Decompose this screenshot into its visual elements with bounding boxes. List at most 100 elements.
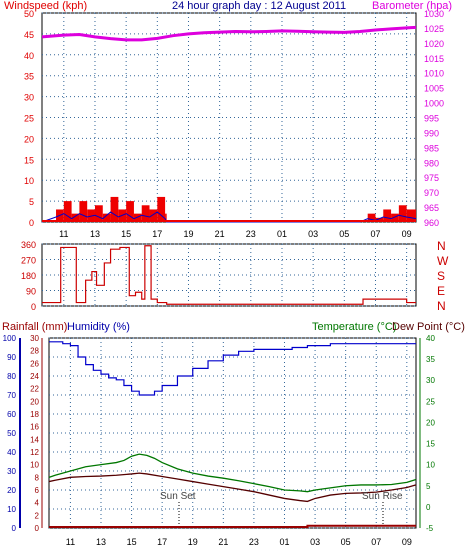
hour-tick: 09 bbox=[402, 537, 412, 547]
windspeed-bar bbox=[398, 205, 407, 222]
barometer-tick: 995 bbox=[424, 114, 439, 124]
rainfall-tick: 8 bbox=[35, 473, 40, 482]
rainfall-tick: 24 bbox=[30, 372, 39, 381]
hour-tick: 01 bbox=[277, 229, 287, 239]
barometer-tick: 980 bbox=[424, 158, 439, 168]
windspeed-bar bbox=[102, 213, 111, 222]
humidity-tick: 50 bbox=[7, 429, 16, 438]
top-plot-frame bbox=[41, 12, 417, 223]
barometer-tick: 985 bbox=[424, 143, 439, 153]
rainfall-tick: 18 bbox=[30, 410, 39, 419]
barometer-tick: 1000 bbox=[424, 99, 444, 109]
rainfall-tick: 30 bbox=[30, 334, 39, 343]
rainfall-tick: 22 bbox=[30, 385, 39, 394]
windspeed-tick: 10 bbox=[24, 176, 34, 186]
compass-letter: S bbox=[437, 269, 445, 283]
hour-tick: 03 bbox=[308, 229, 318, 239]
temperature-tick: 5 bbox=[426, 482, 431, 491]
temperature-tick: 0 bbox=[426, 503, 431, 512]
hour-tick: 23 bbox=[249, 537, 259, 547]
average-wind-line bbox=[41, 211, 417, 223]
temperature-tick: 15 bbox=[426, 440, 435, 449]
windspeed-bar bbox=[383, 209, 392, 222]
windspeed-tick: 30 bbox=[24, 93, 34, 103]
bottom-series bbox=[48, 341, 417, 528]
windspeed-bar bbox=[391, 213, 399, 222]
barometer-tick: 1025 bbox=[424, 24, 444, 34]
rainfall-tick: 10 bbox=[30, 461, 39, 470]
compass-letter: N bbox=[437, 299, 446, 313]
temperature-tick: 20 bbox=[426, 418, 435, 427]
sunset-label: Sun Set bbox=[160, 491, 196, 502]
rainfall-line bbox=[49, 524, 416, 528]
hour-tick: 21 bbox=[215, 229, 225, 239]
hour-tick: 23 bbox=[246, 229, 256, 239]
compass-letter: N bbox=[437, 239, 446, 253]
windspeed-bar bbox=[157, 196, 166, 222]
windspeed-bar bbox=[71, 213, 80, 222]
humidity-label: Humidity (%) bbox=[67, 321, 130, 333]
barometer-axis: 960 965 970 975 980 985 990 995 1000 1005 1010 1015… bbox=[424, 9, 444, 228]
top-hour-axis: 11 13 15 17 19 21 23 01 03 05 07 09 bbox=[59, 229, 412, 239]
temperature-line bbox=[48, 453, 417, 493]
rainfall-tick: 20 bbox=[30, 397, 39, 406]
barometer-label: Barometer (hpa) bbox=[372, 0, 452, 12]
windspeed-bar bbox=[149, 209, 158, 222]
windspeed-bar bbox=[133, 213, 142, 222]
temperature-tick: 35 bbox=[426, 355, 435, 364]
hour-tick: 19 bbox=[188, 537, 198, 547]
sunrise-label: Sun Rise bbox=[362, 491, 403, 502]
direction-tick: 90 bbox=[26, 287, 36, 297]
barometer-tick: 1030 bbox=[424, 9, 444, 19]
hour-tick: 17 bbox=[157, 537, 167, 547]
temperature-tick: 10 bbox=[426, 461, 435, 470]
windspeed-bar bbox=[110, 196, 119, 222]
hour-tick: 03 bbox=[310, 537, 320, 547]
direction-axis: 0 90 180 270 360 bbox=[21, 240, 36, 312]
temperature-tick: 25 bbox=[426, 397, 435, 406]
humidity-tick: 10 bbox=[7, 505, 16, 514]
windspeed-tick: 0 bbox=[29, 218, 34, 228]
rainfall-tick: 14 bbox=[30, 435, 39, 444]
humidity-tick: 0 bbox=[12, 524, 17, 533]
rainfall-tick: 0 bbox=[35, 524, 40, 533]
graph-title: 24 hour graph day : 12 August 2011 bbox=[172, 0, 346, 12]
windspeed-label: Windspeed (kph) bbox=[4, 0, 87, 12]
humidity-tick: 80 bbox=[7, 372, 16, 381]
barometer-tick: 975 bbox=[424, 173, 439, 183]
humidity-tick: 70 bbox=[7, 391, 16, 400]
wind-direction-line bbox=[42, 245, 416, 305]
windspeed-axis: 0 5 10 15 20 25 30 35 40 45 50 bbox=[24, 9, 34, 228]
temperature-tick: -5 bbox=[426, 524, 434, 533]
barometer-tick: 1015 bbox=[424, 54, 444, 64]
humidity-tick: 60 bbox=[7, 410, 16, 419]
hour-tick: 05 bbox=[341, 537, 351, 547]
hour-tick: 11 bbox=[59, 229, 68, 239]
barometer-line bbox=[41, 25, 417, 42]
windspeed-bar bbox=[165, 213, 167, 222]
rainfall-tick: 16 bbox=[30, 423, 39, 432]
hour-tick: 13 bbox=[96, 537, 106, 547]
dewpoint-line bbox=[48, 472, 417, 503]
hour-tick: 01 bbox=[279, 537, 289, 547]
barometer-tick: 970 bbox=[424, 188, 439, 198]
direction-tick: 360 bbox=[21, 240, 36, 250]
windspeed-tick: 20 bbox=[24, 134, 34, 144]
rainfall-tick: 2 bbox=[35, 511, 40, 520]
windspeed-tick: 5 bbox=[29, 197, 34, 207]
temperature-axis: -5 0 5 10 15 20 25 30 35 40 bbox=[426, 334, 435, 533]
windspeed-tick: 25 bbox=[24, 114, 34, 124]
windspeed-bar bbox=[94, 205, 103, 222]
hour-tick: 07 bbox=[370, 229, 380, 239]
hour-tick: 21 bbox=[218, 537, 228, 547]
windspeed-bar bbox=[406, 209, 416, 222]
rainfall-tick: 4 bbox=[35, 499, 40, 508]
hour-tick: 13 bbox=[90, 229, 100, 239]
rainfall-label: Rainfall (mm) bbox=[2, 321, 67, 333]
direction-tick: 0 bbox=[31, 302, 36, 312]
hour-tick: 07 bbox=[371, 537, 381, 547]
barometer-tick: 990 bbox=[424, 128, 439, 138]
